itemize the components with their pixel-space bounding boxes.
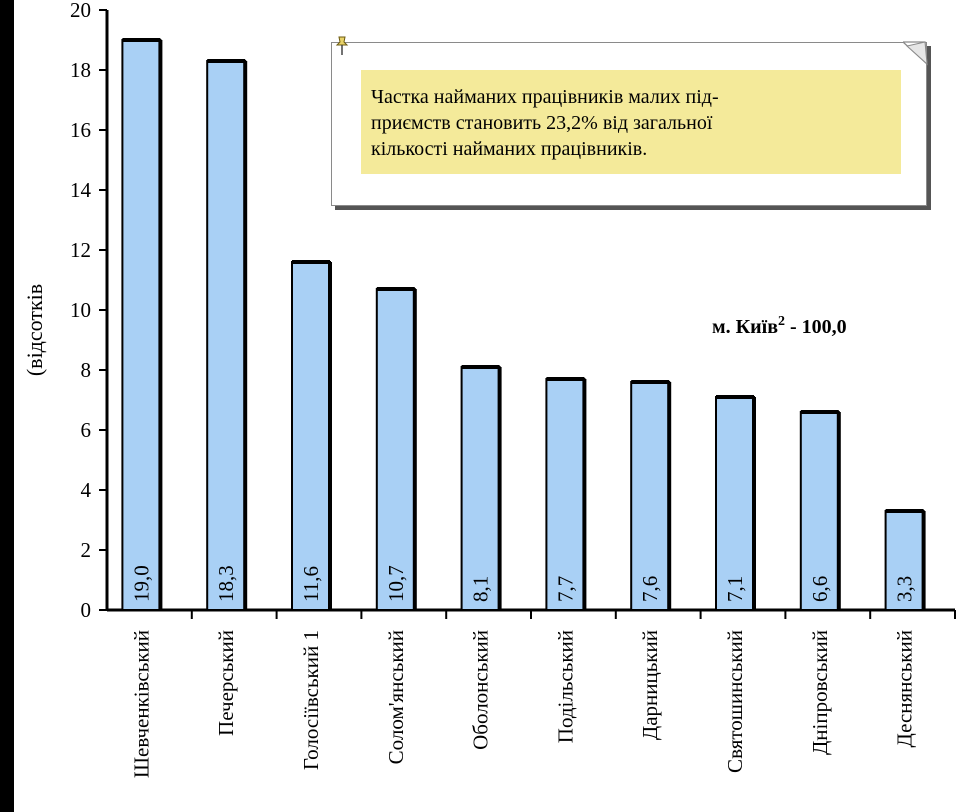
bar-value-label: 19,0 (129, 565, 153, 602)
y-tick-label: 16 (70, 118, 91, 142)
y-tick-label: 2 (81, 538, 92, 562)
bar (121, 39, 162, 611)
callout-line-1: Частка найманих працівників малих під- (371, 86, 719, 108)
category-label: Оболонський (469, 630, 493, 750)
category-label: Подільський (553, 630, 577, 743)
y-tick-label: 4 (81, 478, 92, 502)
y-tick-label: 20 (70, 0, 91, 22)
y-tick-label: 12 (70, 238, 91, 262)
y-axis-label: (відсотків (22, 284, 47, 376)
bar-value-label: 18,3 (214, 565, 238, 602)
category-label: Печерський (214, 630, 238, 736)
labels: 0 2 4 6 8 10 12 14 16 18 20 19,0 Шевченківський 18,3 П… (70, 0, 917, 778)
category-label: Солом'янський (384, 630, 408, 764)
bars (121, 38, 926, 611)
total-label: м. Київ2 - 100,0 (712, 314, 847, 338)
bar-value-label: 10,7 (384, 565, 408, 602)
bar-value-label: 6,6 (808, 576, 832, 602)
folded-corner-icon (903, 41, 928, 66)
bar (291, 261, 331, 611)
callout-note: Частка найманих працівників малих під- п… (331, 36, 928, 208)
category-label: Деснянський (893, 630, 917, 747)
y-tick-label: 10 (70, 298, 91, 322)
bar (630, 381, 671, 611)
category-label: Дарницький (638, 630, 662, 740)
bar (545, 378, 586, 611)
callout-line-3: кількості найманих працівників. (371, 138, 648, 160)
y-tick-label: 0 (81, 598, 92, 622)
callout-line-2: приємств становить 23,2% від загальної (371, 112, 713, 134)
y-tick-label: 18 (70, 58, 91, 82)
y-tick-label: 6 (81, 418, 92, 442)
bar-value-label: 7,1 (723, 576, 747, 602)
pushpin-icon (335, 36, 349, 55)
bar-value-label: 11,6 (299, 566, 323, 602)
category-label: Святошинський (723, 630, 747, 773)
bar (884, 510, 925, 611)
bar-value-label: 8,1 (469, 576, 493, 602)
y-tick-label: 14 (70, 178, 92, 202)
bar (206, 60, 247, 611)
category-label: Голосіївський 1 (299, 630, 323, 770)
category-label: Шевченківський (129, 630, 153, 778)
callout-text: Частка найманих працівників малих під- п… (361, 70, 901, 174)
bar-value-label: 7,6 (638, 576, 662, 602)
category-label: Дніпровський (808, 630, 832, 755)
bar (375, 288, 416, 611)
left-border-strip (0, 0, 14, 812)
bar (460, 366, 501, 611)
bar-value-label: 7,7 (553, 576, 577, 602)
bar-value-label: 3,3 (893, 576, 917, 602)
y-tick-label: 8 (81, 358, 92, 382)
